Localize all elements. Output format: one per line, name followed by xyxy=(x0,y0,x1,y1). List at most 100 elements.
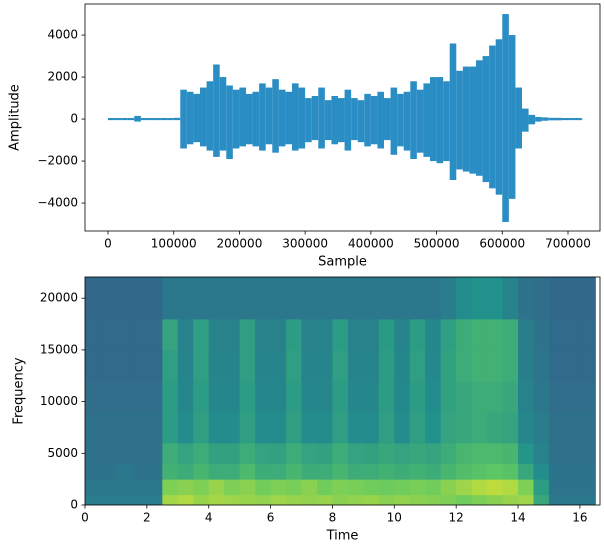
spectrogram-cell xyxy=(440,463,457,480)
spectrogram-cell xyxy=(579,494,596,505)
x-tick-label: 0 xyxy=(81,511,89,525)
spectrogram-cell xyxy=(332,318,349,351)
spectrogram-cell xyxy=(533,380,550,413)
spectrogram-cell xyxy=(270,479,287,496)
spectrogram-cell xyxy=(100,318,117,351)
spectrogram-cell xyxy=(502,318,519,351)
spectrogram-cell xyxy=(162,463,179,480)
spectrogram-cell xyxy=(85,411,101,444)
spectrogram-cell xyxy=(394,349,411,382)
spectrogram-cell xyxy=(564,463,581,480)
spectrogram-cell xyxy=(270,318,287,351)
spectrogram-cell xyxy=(378,349,395,382)
axes-frame xyxy=(84,3,601,232)
amplitude-bar xyxy=(449,43,457,180)
spectrogram-cell xyxy=(146,479,163,496)
amplitude-bar xyxy=(239,87,246,147)
spectrogram-cell xyxy=(363,411,380,444)
spectrogram-cell xyxy=(533,411,550,444)
spectrogram-cell xyxy=(456,494,473,505)
spectrogram-cell xyxy=(471,277,488,320)
spectrogram-cell xyxy=(579,479,596,496)
spectrogram-cell xyxy=(363,494,380,505)
spectrogram-cell xyxy=(518,442,534,465)
spectrogram-cell xyxy=(301,349,318,382)
amplitude-bar xyxy=(311,95,319,141)
spectrogram-cell xyxy=(131,463,148,480)
spectrogram-cell xyxy=(208,318,225,351)
amplitude-bar xyxy=(535,116,542,122)
spectrogram-cell xyxy=(177,479,194,496)
spectrogram-cell xyxy=(115,494,132,505)
spectrogram-cell xyxy=(518,318,534,351)
spectrogram-cell xyxy=(378,411,395,444)
spectrogram-cell xyxy=(162,277,179,320)
spectrogram-cell xyxy=(316,380,333,413)
spectrogram-cell xyxy=(131,479,148,496)
spectrogram-cell xyxy=(518,463,534,480)
amplitude-bar xyxy=(180,89,187,149)
spectrogram-cell xyxy=(224,411,241,444)
amplitude-bar xyxy=(285,91,292,145)
spectrogram-cell xyxy=(425,318,442,351)
spectrogram-cell xyxy=(270,380,287,413)
spectrogram-cell xyxy=(502,411,519,444)
amplitude-bar xyxy=(147,118,154,121)
spectrogram-cell xyxy=(347,318,364,351)
spectrogram-cell xyxy=(146,380,163,413)
x-tick-label: 0 xyxy=(104,237,112,251)
amplitude-bar xyxy=(134,115,141,122)
spectrogram-cell xyxy=(100,349,117,382)
amplitude-bar xyxy=(443,81,450,162)
spectrogram-cell xyxy=(162,479,179,496)
spectrogram-cell xyxy=(487,494,504,505)
spectrogram-cell xyxy=(347,494,364,505)
spectrogram-cell xyxy=(409,380,426,413)
spectrogram-cell xyxy=(301,463,318,480)
x-tick-label: 14 xyxy=(510,511,525,525)
amplitude-bar xyxy=(370,95,378,145)
spectrogram-cell xyxy=(394,494,411,505)
spectrogram-cell xyxy=(363,442,380,465)
spectrogram-cell xyxy=(286,411,303,444)
spectrogram-cell xyxy=(487,380,504,413)
y-axis-label: Frequency xyxy=(12,357,27,424)
amplitude-bar xyxy=(561,118,568,121)
spectrogram-cell xyxy=(378,442,395,465)
y-tick-label: 15000 xyxy=(40,342,78,356)
spectrogram-cell xyxy=(286,380,303,413)
spectrogram-cell xyxy=(255,349,272,382)
spectrogram-cell xyxy=(487,463,504,480)
spectrogram-cell xyxy=(224,380,241,413)
amplitude-bar xyxy=(548,117,555,121)
amplitude-bar xyxy=(423,83,430,157)
spectrogram-cell xyxy=(564,494,581,505)
spectrogram-cell xyxy=(301,277,318,320)
spectrogram-cell xyxy=(378,479,395,496)
spectrogram-cell xyxy=(270,349,287,382)
amplitude-bar xyxy=(278,89,286,147)
y-tick-label: 4000 xyxy=(47,28,78,42)
spectrogram-cell xyxy=(316,349,333,382)
spectrogram-cell xyxy=(316,318,333,351)
spectrogram-cell xyxy=(115,277,132,320)
amplitude-bar xyxy=(462,66,470,172)
spectrogram-cell xyxy=(425,349,442,382)
spectrogram-cell xyxy=(301,380,318,413)
spectrogram-cell xyxy=(394,277,411,320)
spectrogram-cell xyxy=(255,380,272,413)
spectrogram-cell xyxy=(502,380,519,413)
spectrogram-cell xyxy=(286,442,303,465)
spectrogram-cell xyxy=(564,411,581,444)
spectrogram-cell xyxy=(100,411,117,444)
x-tick-label: 12 xyxy=(449,511,464,525)
spectrogram-cell xyxy=(177,463,194,480)
spectrogram-cell xyxy=(224,463,241,480)
spectrogram-cell xyxy=(409,494,426,505)
spectrogram-cell xyxy=(425,442,442,465)
spectrogram-cell xyxy=(85,318,101,351)
spectrogram-cell xyxy=(363,463,380,480)
spectrogram-cell xyxy=(518,411,534,444)
spectrogram-cell xyxy=(177,349,194,382)
